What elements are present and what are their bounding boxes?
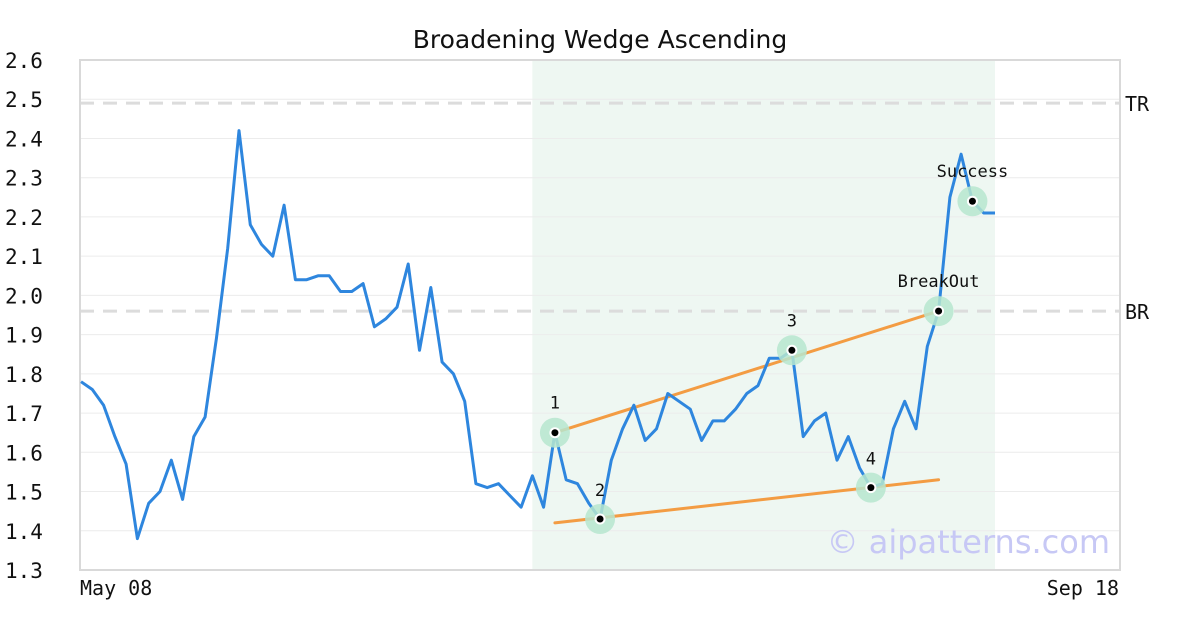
reference-label-br: BR [1125, 300, 1150, 324]
axis-tick-labels: TR BR 1 2 3 4 BreakOut Success 1.3 1.4 1.5 1.6 1.7 1.… [5, 49, 1150, 600]
y-tick-label: 1.5 [5, 481, 43, 505]
marker-dot-4 [867, 484, 875, 492]
y-tick-label: 1.9 [5, 324, 43, 348]
y-tick-label: 1.6 [5, 441, 43, 465]
x-tick-label: May 08 [80, 576, 152, 600]
marker-label-breakout: BreakOut [898, 272, 980, 292]
y-tick-label: 1.8 [5, 363, 43, 387]
reference-lines [80, 101, 1120, 313]
marker-label-success: Success [937, 162, 1009, 182]
pattern-region [532, 60, 995, 570]
marker-label-2: 2 [595, 481, 605, 501]
marker-label-3: 3 [787, 311, 797, 331]
marker-dot-1 [551, 429, 559, 437]
marker-dot-success [968, 197, 976, 205]
plot-area-frame [79, 59, 1121, 571]
price-series [80, 129, 995, 541]
pattern-markers [539, 186, 988, 534]
watermark-text: © aipatterns.com [827, 523, 1110, 561]
chart-title: Broadening Wedge Ascending [413, 25, 788, 54]
marker-dot-breakout [935, 307, 943, 315]
y-tick-label: 1.4 [5, 520, 43, 544]
y-tick-label: 2.5 [5, 88, 43, 112]
marker-label-1: 1 [550, 394, 560, 414]
y-tick-label: 2.1 [5, 245, 43, 269]
pattern-region-layer [532, 60, 995, 570]
upper-trendline [553, 309, 941, 435]
y-tick-label: 1.7 [5, 402, 43, 426]
price-line [80, 129, 995, 541]
x-tick-label: Sep 18 [1047, 576, 1119, 600]
reference-label-tr: TR [1125, 92, 1150, 116]
marker-dot-3 [788, 346, 796, 354]
y-tick-label: 2.3 [5, 167, 43, 191]
y-tick-label: 2.2 [5, 206, 43, 230]
y-tick-label: 2.6 [5, 49, 43, 73]
y-tick-label: 2.4 [5, 127, 43, 151]
marker-label-4: 4 [866, 450, 876, 470]
y-tick-label: 1.3 [5, 559, 43, 583]
y-tick-label: 2.0 [5, 284, 43, 308]
marker-dot-2 [596, 515, 604, 523]
